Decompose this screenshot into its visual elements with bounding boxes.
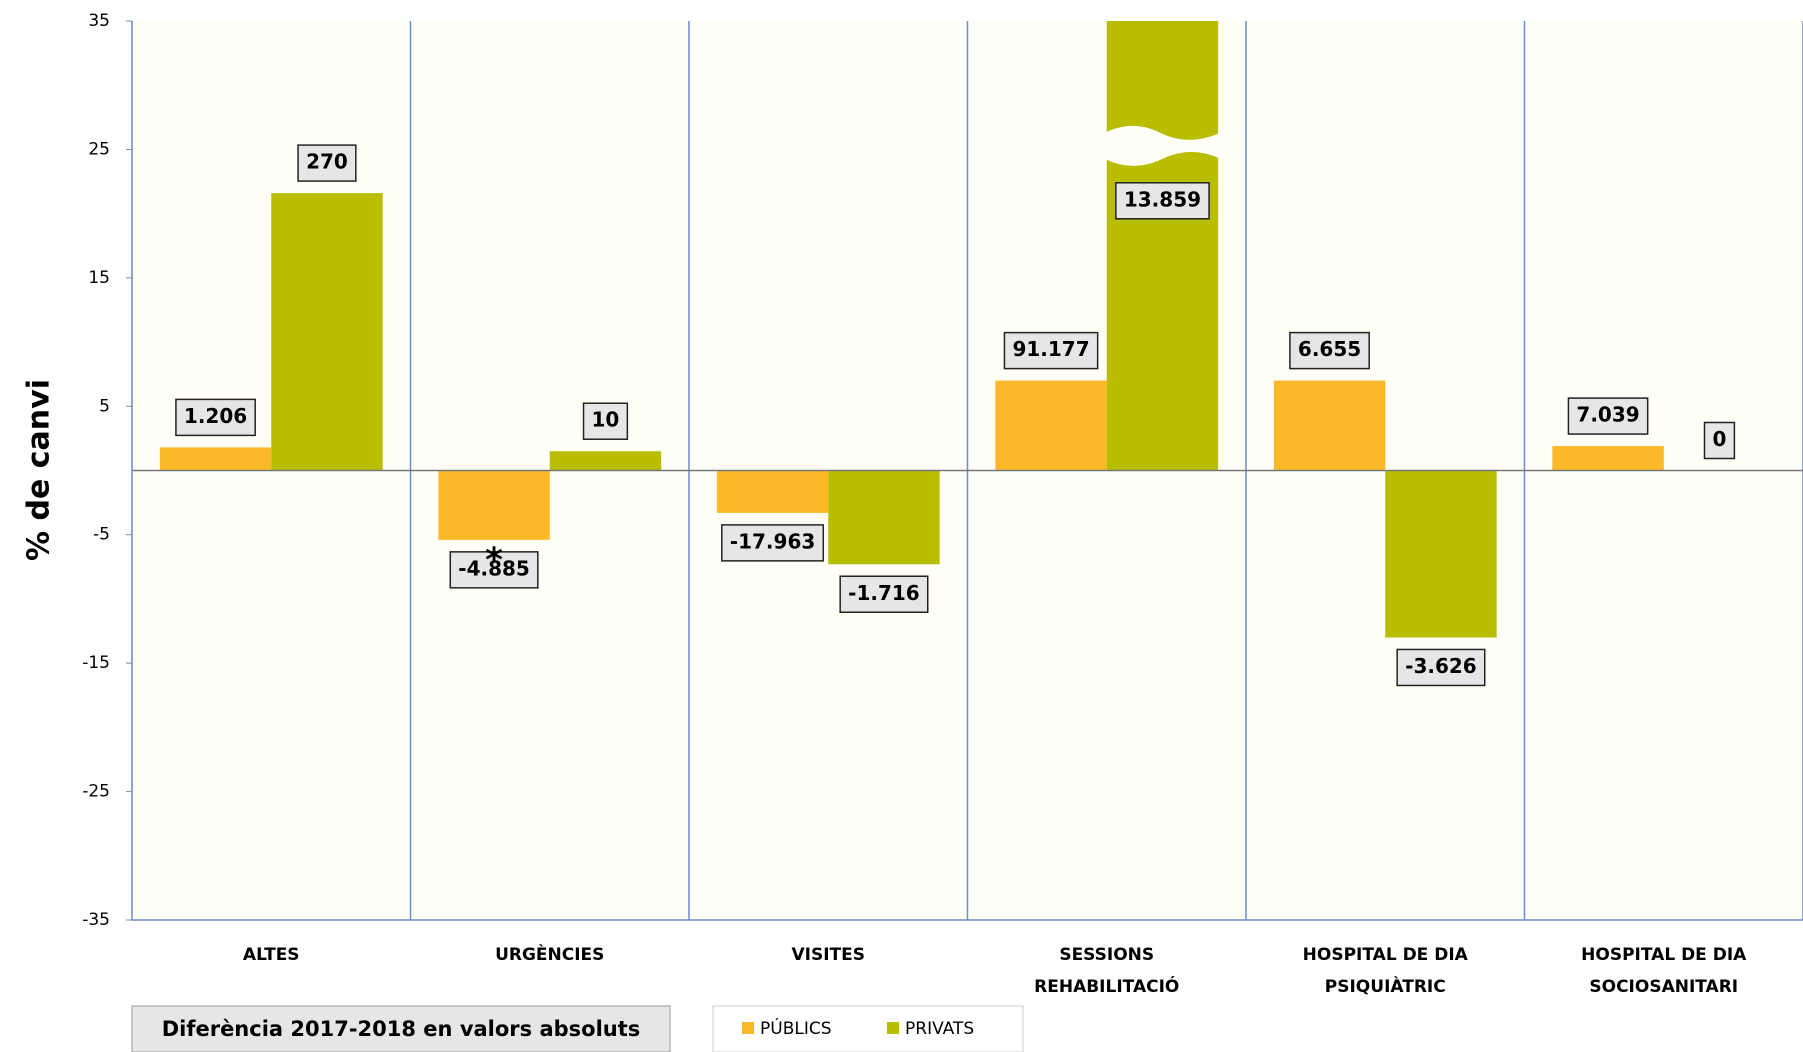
bar: [716, 470, 829, 513]
legend-box: [712, 1005, 1024, 1052]
y-tick-label: 5: [99, 396, 110, 416]
value-label-box: [1289, 331, 1370, 370]
value-label: 13.859: [1124, 187, 1201, 211]
value-label-box: [839, 575, 929, 614]
value-label: 7.039: [1576, 403, 1639, 427]
value-label-box: [449, 551, 539, 589]
value-label-box: [1703, 421, 1736, 460]
value-label: 6.655: [1298, 337, 1361, 361]
value-label-box: [1003, 331, 1099, 370]
bar: [1552, 446, 1664, 471]
value-label-box: [582, 402, 629, 440]
value-label-box: [175, 398, 256, 437]
x-tick-label: REHABILITACIÓ: [1034, 975, 1179, 997]
x-tick-label: SOCIOSANITARI: [1589, 977, 1738, 997]
y-tick-label: -35: [82, 910, 110, 930]
value-label: 270: [306, 150, 348, 174]
bar: [549, 451, 662, 471]
y-tick-label: 15: [88, 268, 110, 288]
x-tick-label: VISITES: [791, 945, 865, 965]
value-label: 91.177: [1012, 337, 1089, 361]
bar: [1106, 21, 1219, 471]
bar: [1385, 470, 1497, 638]
annotation: *: [485, 540, 503, 580]
axis-break: [1104, 125, 1221, 166]
bar: [995, 380, 1107, 471]
x-tick-label: HOSPITAL DE DIA: [1303, 945, 1469, 965]
value-label: 0: [1712, 427, 1726, 451]
y-tick-label: 35: [88, 11, 110, 31]
bar: [828, 470, 940, 565]
legend-label: PÚBLICS: [760, 1017, 832, 1039]
value-label-box: [721, 524, 825, 562]
note: Diferència 2017-2018 en valors absoluts: [162, 1017, 641, 1041]
bar: [271, 193, 383, 471]
x-tick-label: URGÈNCIES: [495, 943, 604, 965]
y-tick-label: -5: [93, 525, 110, 545]
y-tick-label: -25: [82, 782, 110, 802]
legend-label: PRIVATS: [905, 1019, 974, 1039]
note-box: [131, 1005, 671, 1052]
value-label: -1.716: [848, 581, 920, 605]
value-label: 1.206: [184, 404, 247, 428]
value-label-box: [1115, 182, 1210, 220]
value-label: -3.626: [1405, 654, 1477, 678]
value-label: -4.885: [458, 556, 530, 580]
x-tick-label: HOSPITAL DE DIA: [1581, 945, 1747, 965]
value-label: 10: [592, 408, 620, 432]
x-tick-label: SESSIONS: [1059, 945, 1154, 965]
bar: [159, 447, 272, 471]
bar: [438, 470, 550, 540]
value-label-box: [1567, 397, 1649, 435]
y-tick-label: 25: [88, 139, 110, 159]
value-label: -17.963: [730, 529, 815, 553]
value-label-box: [297, 144, 357, 182]
y-axis-label: % de canvi: [22, 379, 57, 561]
x-tick-label: ALTES: [243, 945, 300, 965]
y-tick-label: -15: [82, 653, 110, 673]
bar: [1273, 380, 1386, 471]
legend-swatch: [742, 1022, 754, 1034]
value-label-box: [1396, 648, 1486, 687]
legend-swatch: [887, 1022, 899, 1034]
x-tick-label: PSIQUIÀTRIC: [1325, 975, 1446, 997]
